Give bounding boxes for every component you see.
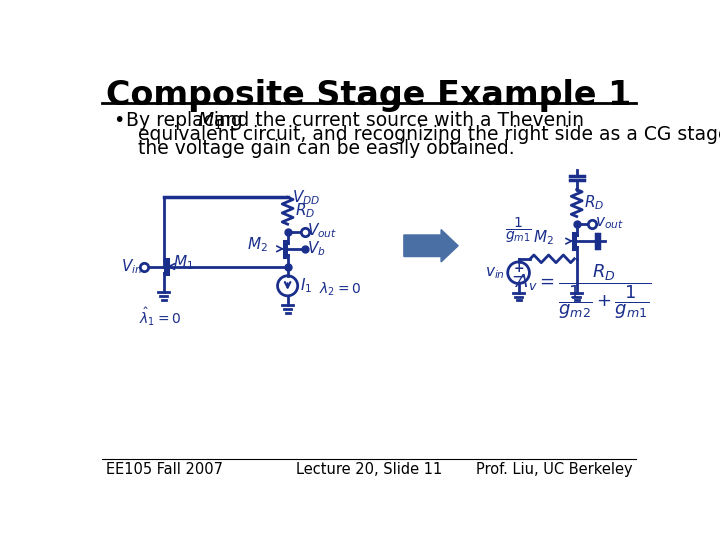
Text: By replacing: By replacing xyxy=(126,111,248,130)
Text: $\lambda_2=0$: $\lambda_2=0$ xyxy=(319,281,361,298)
Text: $V_{DD}$: $V_{DD}$ xyxy=(292,188,320,207)
Text: Prof. Liu, UC Berkeley: Prof. Liu, UC Berkeley xyxy=(476,462,632,477)
Text: $V_{in}$: $V_{in}$ xyxy=(120,257,142,276)
Text: $v_{out}$: $v_{out}$ xyxy=(595,215,624,231)
Text: $V_{out}$: $V_{out}$ xyxy=(307,222,337,240)
Text: $R_D$: $R_D$ xyxy=(295,201,315,220)
Text: $V_b$: $V_b$ xyxy=(307,239,325,258)
Text: the voltage gain can be easily obtained.: the voltage gain can be easily obtained. xyxy=(138,139,515,158)
Text: equivalent circuit, and recognizing the right side as a CG stage,: equivalent circuit, and recognizing the … xyxy=(138,125,720,144)
Text: EE105 Fall 2007: EE105 Fall 2007 xyxy=(106,462,222,477)
Text: •: • xyxy=(113,111,125,130)
Text: $R_D$: $R_D$ xyxy=(585,193,605,212)
Text: Lecture 20, Slide 11: Lecture 20, Slide 11 xyxy=(296,462,442,477)
Text: $M_1$: $M_1$ xyxy=(197,111,222,132)
Text: $M_2$: $M_2$ xyxy=(248,235,269,254)
Text: $A_v = \dfrac{R_D}{\dfrac{1}{g_{m2}}+\dfrac{1}{g_{m1}}}$: $A_v = \dfrac{R_D}{\dfrac{1}{g_{m2}}+\df… xyxy=(515,263,651,321)
Text: $M_1$: $M_1$ xyxy=(173,253,194,272)
Text: $v_{in}$: $v_{in}$ xyxy=(485,265,505,281)
Text: $\dfrac{1}{g_{m1}}$: $\dfrac{1}{g_{m1}}$ xyxy=(505,215,532,245)
Text: −: − xyxy=(512,267,526,286)
Text: $\hat{\lambda}_1=0$: $\hat{\lambda}_1=0$ xyxy=(138,306,181,328)
Text: $M_2$: $M_2$ xyxy=(533,228,554,247)
Text: Composite Stage Example 1: Composite Stage Example 1 xyxy=(107,79,631,112)
FancyArrow shape xyxy=(404,230,458,262)
Text: and the current source with a Thevenin: and the current source with a Thevenin xyxy=(208,111,584,130)
Text: +: + xyxy=(513,262,524,275)
Text: $I_1$: $I_1$ xyxy=(300,276,312,295)
